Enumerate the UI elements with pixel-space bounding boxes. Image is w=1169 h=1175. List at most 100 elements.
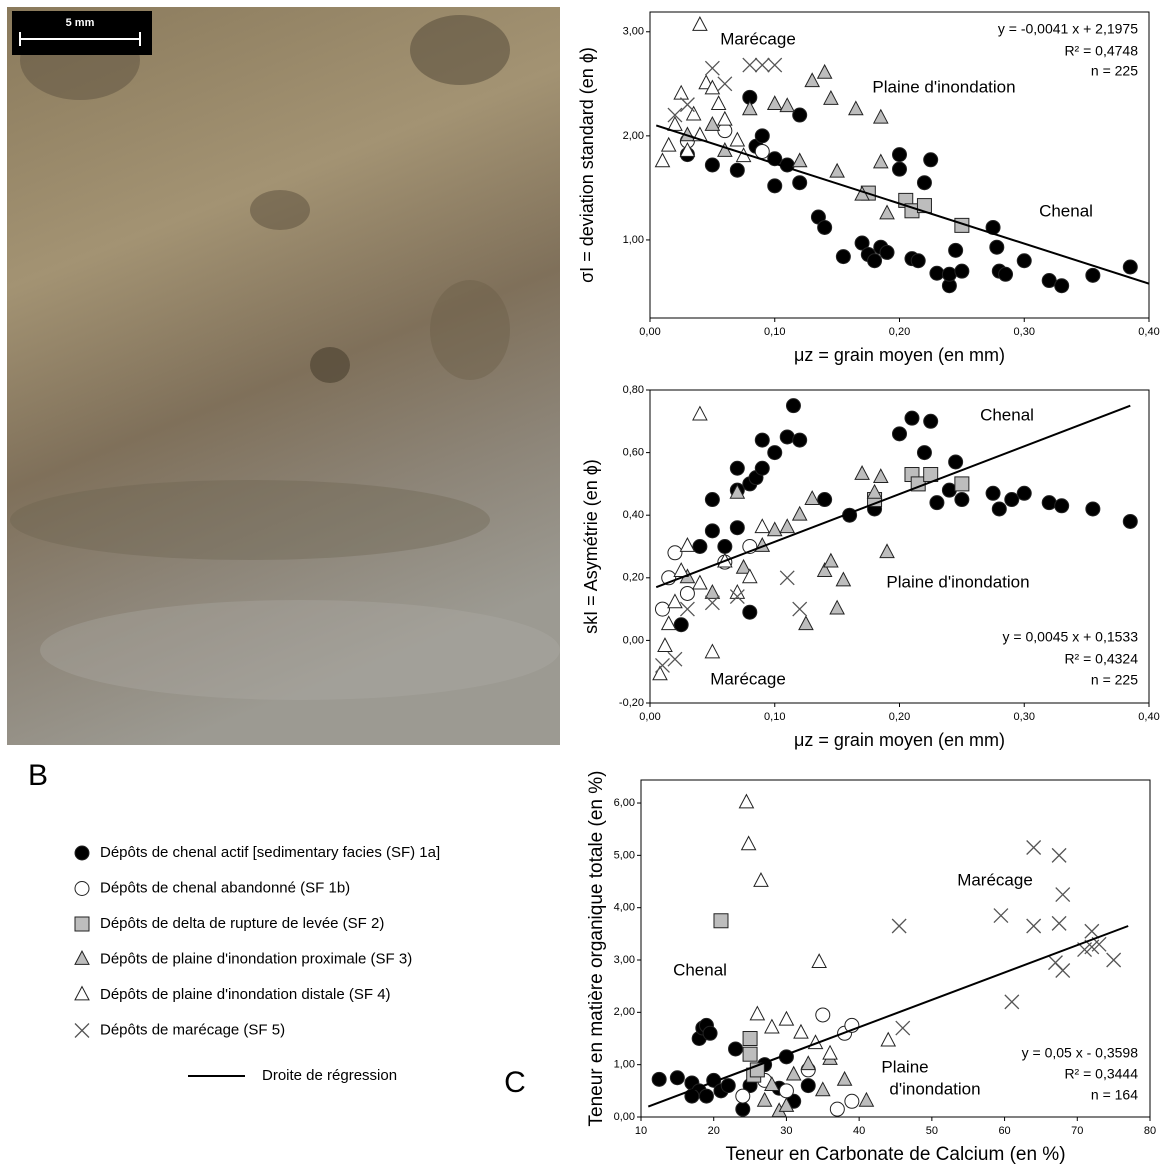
point <box>728 1041 744 1057</box>
point <box>791 505 808 521</box>
region-label: Plaine d'inondation <box>872 77 1015 96</box>
point <box>742 1046 758 1062</box>
equation: R² = 0,4324 <box>1064 651 1138 667</box>
legend-label: Droite de régression <box>262 1067 397 1084</box>
point <box>910 253 926 269</box>
legend-label: Dépôts de delta de rupture de levée (SF … <box>100 915 384 932</box>
point <box>679 537 696 552</box>
point <box>998 266 1014 282</box>
y-tick-label: 0,20 <box>623 572 644 584</box>
point <box>704 523 720 539</box>
point <box>948 242 964 258</box>
point <box>742 604 758 620</box>
point <box>704 79 721 95</box>
point <box>742 57 758 73</box>
y-axis-label: Teneur en matière organique totale (en %… <box>586 771 607 1127</box>
point <box>1054 498 1070 514</box>
point <box>948 454 964 470</box>
y-tick-label: 2,00 <box>623 130 644 142</box>
point <box>679 97 695 113</box>
point <box>823 89 839 105</box>
point <box>929 265 945 281</box>
point <box>1041 495 1057 511</box>
point <box>954 492 970 508</box>
region-label: Chenal <box>980 405 1034 424</box>
point <box>756 1091 773 1107</box>
point <box>1085 267 1101 283</box>
point <box>916 175 932 191</box>
point <box>916 445 932 461</box>
legend-label: Dépôts de chenal actif [sedimentary faci… <box>100 844 440 861</box>
legend-marker <box>74 1023 90 1038</box>
point <box>667 651 683 667</box>
x-tick-label: 50 <box>926 1125 938 1137</box>
x-tick-label: 0,10 <box>764 711 785 723</box>
point <box>738 793 755 809</box>
point <box>791 152 808 168</box>
point <box>785 1065 802 1081</box>
point <box>879 244 895 260</box>
point <box>717 539 733 554</box>
point <box>1026 918 1042 934</box>
legend-label: Dépôts de plaine d'inondation proximale … <box>100 950 412 967</box>
y-axis-label: skI = Asymétrie (en ϕ) <box>581 459 601 634</box>
point <box>704 643 721 659</box>
point <box>836 1070 853 1086</box>
x-axis-label: μz = grain moyen (en mm) <box>794 730 1005 750</box>
point <box>729 483 746 499</box>
point <box>854 465 870 480</box>
point <box>800 1078 816 1094</box>
point <box>754 460 770 476</box>
x-axis-label: Teneur en Carbonate de Calcium (en %) <box>725 1144 1065 1165</box>
x-tick-label: 0,00 <box>639 326 660 338</box>
point <box>667 107 683 123</box>
point <box>848 100 864 116</box>
point <box>1051 915 1067 931</box>
point <box>704 492 720 508</box>
y-tick-label: 0,80 <box>623 384 644 396</box>
legend-marker <box>74 881 90 896</box>
point <box>1016 253 1032 269</box>
point <box>652 665 668 681</box>
point <box>741 100 758 116</box>
legend-marker <box>74 985 90 1001</box>
point <box>692 539 708 554</box>
point <box>679 601 695 617</box>
point <box>667 545 683 561</box>
y-tick-label: 3,00 <box>614 954 635 966</box>
y-tick-label: 6,00 <box>614 797 635 809</box>
point <box>740 835 757 851</box>
y-tick-label: 3,00 <box>623 26 644 38</box>
y-tick-label: 1,00 <box>623 234 644 246</box>
legend-label: Dépôts de marécage (SF 5) <box>100 1021 285 1038</box>
region-label: Plaine <box>881 1057 928 1076</box>
point <box>1055 887 1071 903</box>
equation: n = 164 <box>1091 1087 1138 1103</box>
point <box>867 253 883 269</box>
point <box>704 583 721 599</box>
legend-marker <box>74 845 90 861</box>
point <box>704 595 720 611</box>
x-tick-label: 80 <box>1144 1125 1156 1137</box>
legend-label: Dépôts de plaine d'inondation distale (S… <box>100 986 391 1003</box>
point <box>729 162 745 178</box>
point <box>1004 994 1020 1010</box>
point <box>1122 259 1138 275</box>
panel-label: C <box>504 1066 526 1099</box>
x-tick-label: 0,30 <box>1014 711 1035 723</box>
y-tick-label: 0,40 <box>623 509 644 521</box>
x-tick-label: 0,40 <box>1138 711 1159 723</box>
point <box>879 543 895 559</box>
point <box>778 1010 795 1026</box>
point <box>1004 492 1020 508</box>
point <box>941 266 957 282</box>
point <box>717 76 733 92</box>
point <box>1051 847 1067 863</box>
point <box>829 1101 845 1117</box>
point <box>753 872 769 887</box>
point <box>793 1023 809 1039</box>
point <box>673 617 689 633</box>
scale-label: 5 mm <box>66 17 95 29</box>
point <box>892 161 907 177</box>
point <box>792 107 808 123</box>
